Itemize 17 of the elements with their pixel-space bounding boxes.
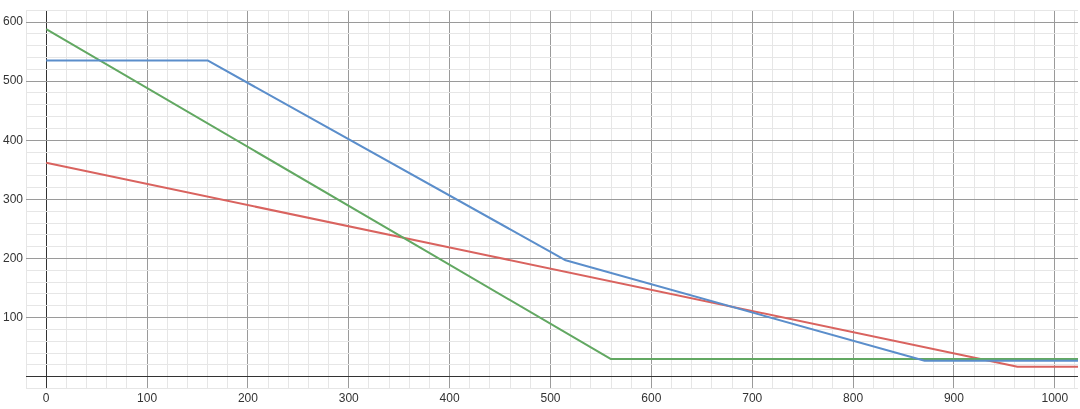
y-tick-label: 100 [2,309,24,324]
y-tick-label: 600 [2,14,24,29]
x-tick-label: 800 [843,391,864,406]
x-tick-label: 500 [540,391,561,406]
x-tick-label: 200 [237,391,259,406]
x-tick-label: 700 [742,391,763,406]
x-tick-label: 900 [943,391,965,406]
x-tick-label: 400 [439,391,460,406]
x-tick-label: 300 [338,391,360,406]
y-tick-label: 500 [2,73,24,88]
y-tick-label: 200 [2,250,24,265]
y-tick-label: 400 [2,132,24,147]
x-tick-label: 100 [137,391,158,406]
x-tick-label: 1000 [1041,391,1069,406]
x-tick-label: 600 [641,391,662,406]
y-tick-label: 300 [2,191,24,206]
x-tick-label: 0 [42,391,50,406]
